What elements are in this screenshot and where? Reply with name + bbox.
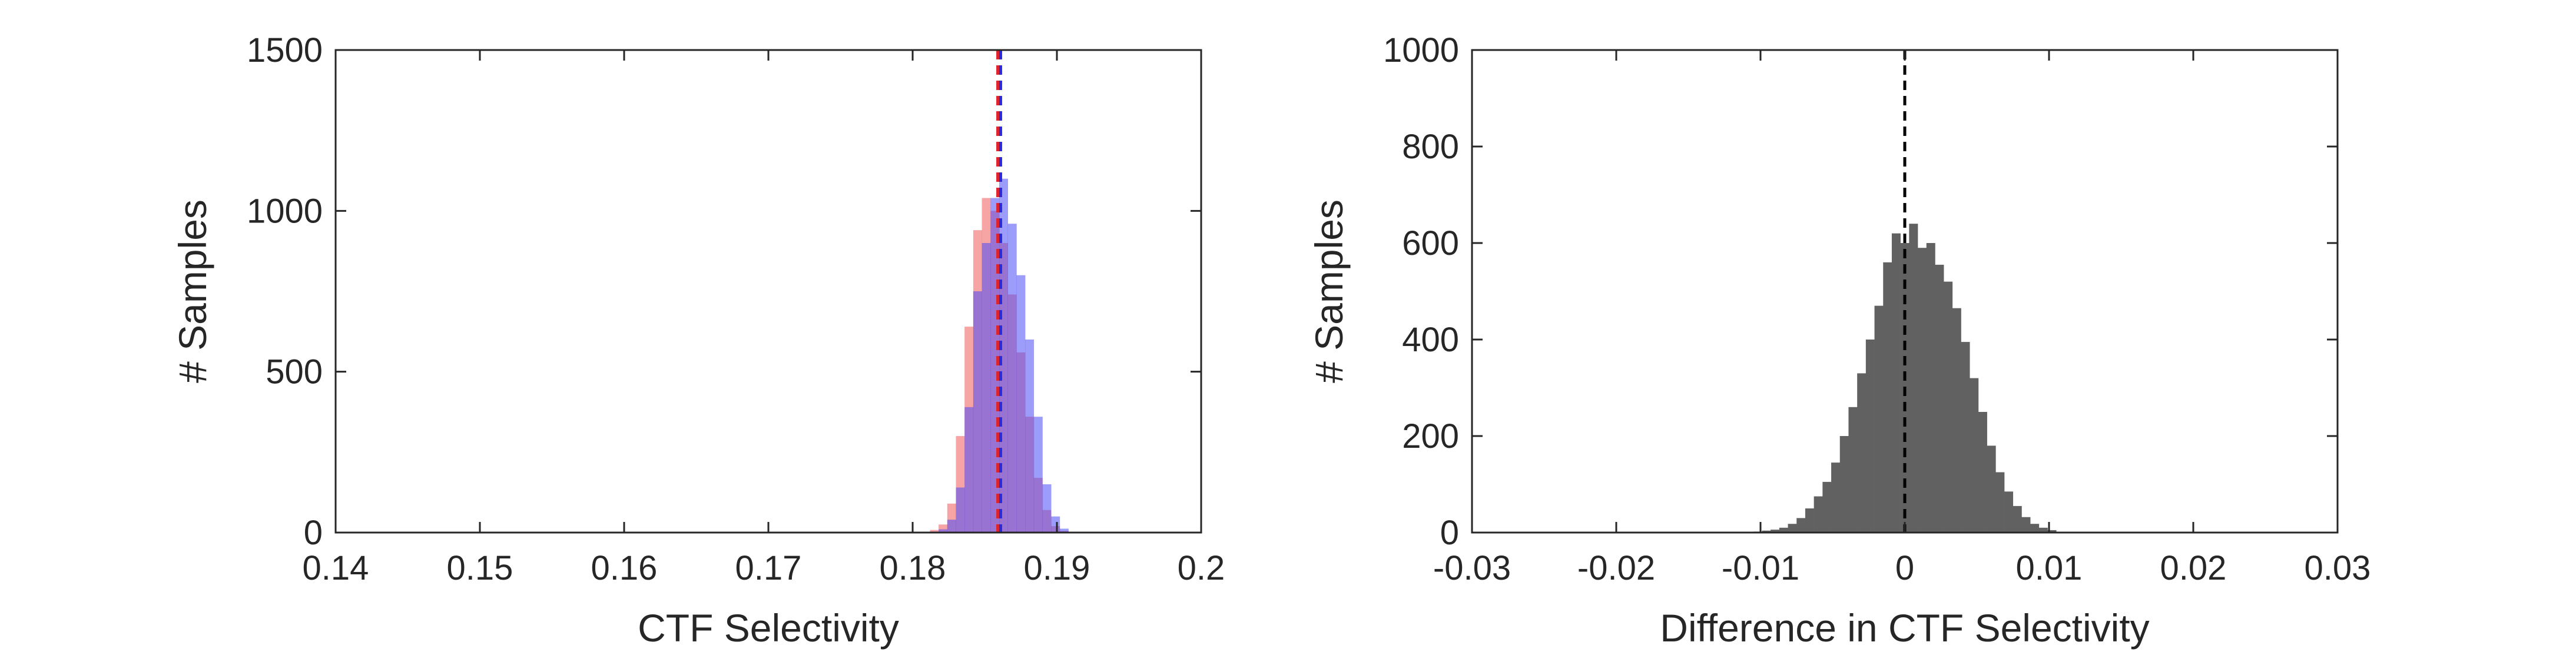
- histogram-bar-s0-b25: [1970, 378, 1979, 533]
- histogram-bar-s0-b6: [1805, 508, 1814, 533]
- x-tick-label: 0.18: [880, 549, 946, 587]
- y-tick-label: 0: [1440, 514, 1459, 552]
- x-tick-label: 0.2: [1178, 549, 1225, 587]
- histogram-bar-s1-b12: [1033, 417, 1043, 533]
- histogram-bar-s1-b13: [1042, 484, 1052, 533]
- y-tick-label: 500: [266, 353, 323, 391]
- y-tick-label: 600: [1402, 224, 1459, 262]
- histogram-bar-s1-b10: [1016, 275, 1026, 533]
- histogram-bar-s1-b9: [1007, 224, 1017, 533]
- histogram-bar-s0-b18: [1909, 224, 1918, 533]
- histogram-bar-s0-b32: [2030, 524, 2040, 533]
- histogram-bar-s0-b13: [1865, 340, 1875, 533]
- histogram-bar-s1-b2: [947, 520, 956, 533]
- histogram-bar-s1-b5: [973, 291, 982, 533]
- histogram-bar-s0-b5: [1796, 518, 1806, 533]
- x-tick-label: 0.02: [2160, 549, 2227, 587]
- y-axis-label: # Samples: [171, 199, 214, 383]
- histogram-bar-s0-b0: [930, 530, 939, 533]
- x-tick-label: 0.15: [447, 549, 513, 587]
- histogram-bar-s0-b33: [2038, 527, 2048, 533]
- y-tick-label: 1000: [247, 192, 323, 230]
- histogram-bar-s1-b11: [1025, 340, 1035, 533]
- histogram-bar-s0-b26: [1978, 412, 1987, 533]
- histogram-bar-s0-b23: [1952, 308, 1961, 533]
- histogram-bar-s0-b14: [1874, 305, 1884, 533]
- histogram-bar-s0-b4: [1788, 524, 1797, 533]
- x-tick-label: 0.03: [2305, 549, 2371, 587]
- right-histogram-panel: -0.03 -0.02 -0.01 0 0.01 0.02 0.03 0 200 400 600 80…: [1307, 31, 2371, 650]
- histogram-bar-s0-b24: [1961, 342, 1970, 533]
- y-tick-label: 400: [1402, 321, 1459, 359]
- x-tick-label: 0.19: [1024, 549, 1090, 587]
- histogram-bar-s0-b15: [1883, 262, 1892, 533]
- histogram-bar-s0-b8: [1822, 481, 1832, 533]
- x-tick-label: 0.16: [591, 549, 658, 587]
- x-tick-label: 0.01: [2016, 549, 2083, 587]
- histogram-bar-s0-b2: [1771, 530, 1780, 533]
- y-tick-label: 0: [304, 514, 323, 552]
- x-tick-label: 0.14: [303, 549, 369, 587]
- histogram-bar-s1-b14: [1051, 516, 1060, 533]
- histogram-bar-s0-b3: [1779, 527, 1788, 533]
- histogram-bar-s0-b7: [1814, 496, 1823, 533]
- histogram-bar-s0-b28: [1995, 472, 2005, 533]
- histogram-bar-s0-b27: [1987, 445, 1996, 533]
- x-tick-label: -0.03: [1433, 549, 1511, 587]
- histogram-bar-s0-b30: [2013, 505, 2022, 533]
- plot-area: [336, 50, 1201, 533]
- histogram-bar-s0-b22: [1944, 281, 1953, 533]
- histogram-bar-s0-b20: [1926, 243, 1935, 533]
- histogram-bar-s0-b11: [1848, 407, 1858, 533]
- histogram-bar-s0-b10: [1839, 436, 1849, 533]
- histogram-bar-s1-b6: [982, 243, 991, 533]
- histogram-bar-s0-b1: [1762, 530, 1771, 533]
- x-axis-label: Difference in CTF Selectivity: [1660, 606, 2149, 650]
- histogram-bar-s0-b16: [1891, 233, 1901, 533]
- x-tick-label: 0.17: [735, 549, 802, 587]
- histogram-bar-s0-b21: [1935, 264, 1944, 533]
- x-tick-label: -0.01: [1722, 549, 1799, 587]
- y-tick-label: 800: [1402, 128, 1459, 166]
- histogram-bar-s0-b34: [2047, 530, 2057, 533]
- histogram-bar-s0-b9: [1831, 463, 1841, 533]
- x-tick-label: 0: [1895, 549, 1914, 587]
- y-tick-label: 1000: [1383, 31, 1459, 69]
- histogram-bar-s0-b19: [1918, 248, 1927, 533]
- x-axis-label: CTF Selectivity: [638, 606, 899, 650]
- histogram-bar-s1-b3: [956, 487, 965, 533]
- left-histogram-panel: 0.14 0.15 0.16 0.17 0.18 0.19 0.2 0 500 1000 1500 C…: [171, 31, 1225, 650]
- y-axis-label: # Samples: [1307, 199, 1351, 383]
- y-tick-label: 1500: [247, 31, 323, 69]
- x-tick-label: -0.02: [1577, 549, 1655, 587]
- histogram-bar-s0-b12: [1857, 373, 1866, 533]
- histogram-bar-s1-b4: [964, 407, 974, 533]
- histogram-bar-s1-b15: [1059, 528, 1069, 533]
- histogram-bar-s0-b29: [2004, 491, 2014, 533]
- histogram-bar-s1-b1: [939, 529, 948, 533]
- histogram-bar-s0-b31: [2021, 517, 2031, 533]
- y-tick-label: 200: [1402, 417, 1459, 455]
